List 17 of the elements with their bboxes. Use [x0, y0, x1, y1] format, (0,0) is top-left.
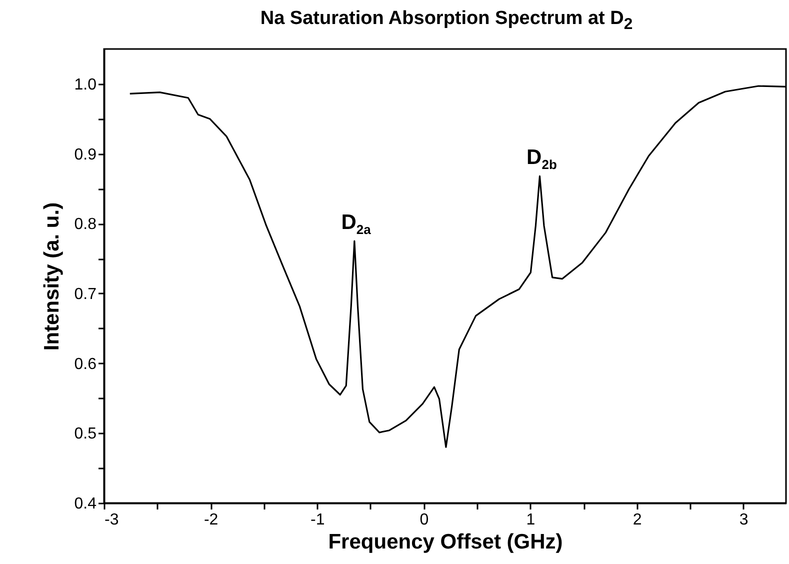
y-axis-title: Intensity (a. u.): [40, 202, 64, 351]
x-tick-label: -2: [204, 512, 218, 528]
y-tick-label: 0.5: [74, 426, 97, 443]
y-tick-label: 0.6: [74, 356, 97, 373]
x-tick-label: 1: [526, 512, 536, 528]
y-tick-label: 0.8: [74, 216, 97, 234]
y-tick-label: 0.9: [74, 146, 97, 164]
chart-title: Na Saturation Absorption Spectrum at D$_{2}$: [259, 8, 634, 34]
x-tick-label: 0: [420, 512, 429, 528]
y-tick-label: 1.0: [74, 76, 97, 94]
x-tick-label: -3: [104, 512, 119, 528]
x-tick-label: 3: [739, 512, 748, 528]
y-tick-label: 0.4: [74, 496, 97, 512]
y-tick-label: 0.7: [74, 286, 97, 303]
x-axis-title: Frequency Offset (GHz): [328, 530, 563, 554]
x-tick-label: 2: [632, 512, 642, 528]
x-tick-label: -1: [310, 512, 325, 528]
